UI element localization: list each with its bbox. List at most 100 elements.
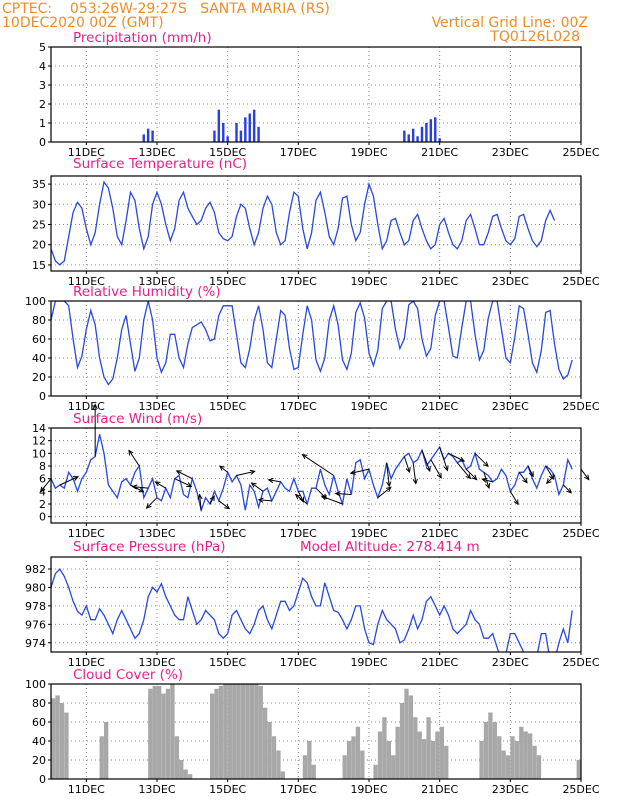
cloud-bar xyxy=(249,684,255,779)
precip-bar xyxy=(407,134,410,142)
y-tick-label: 982 xyxy=(25,563,46,576)
cloud-bar xyxy=(360,750,365,779)
cloud-bar xyxy=(377,731,383,779)
wind-arrow-shaft xyxy=(59,476,79,486)
panel-6: 0 20 40 60 80 100 11DEC 13DEC 15DEC 17DEC 19DEC 21D… xyxy=(25,667,600,796)
cloud-bar xyxy=(501,750,506,779)
wind-arrow-shaft xyxy=(527,465,534,477)
x-tick-label: 13DEC xyxy=(138,275,175,288)
wind-arrow-head xyxy=(250,482,257,488)
x-tick-label: 21DEC xyxy=(421,527,458,540)
wind-arrow xyxy=(580,468,590,481)
wind-arrow-shaft xyxy=(268,479,281,483)
x-tick-label: 15DEC xyxy=(209,146,246,159)
cloud-bar xyxy=(258,685,263,779)
cloud-bar xyxy=(240,684,246,779)
wind-arrow xyxy=(474,452,489,468)
y-tick-label: 8 xyxy=(39,460,46,473)
wind-arrow-shaft xyxy=(350,468,370,474)
wind-arrow-head xyxy=(459,456,466,462)
wind-arrow-head xyxy=(465,473,472,480)
cloud-bar xyxy=(157,685,162,779)
cloud-bar xyxy=(210,693,215,779)
x-tick-label: 15DEC xyxy=(209,527,246,540)
x-tick-label: 23DEC xyxy=(492,146,529,159)
x-tick-label: 25DEC xyxy=(562,275,599,288)
x-tick-label: 19DEC xyxy=(350,783,387,796)
cloud-bar xyxy=(271,736,277,779)
wind-arrow-head xyxy=(566,487,572,494)
y-tick-label: 0 xyxy=(39,511,46,524)
wind-arrow xyxy=(403,456,411,474)
wind-arrow-head xyxy=(175,470,182,476)
precip-bar xyxy=(257,126,260,142)
wind-arrow-head xyxy=(481,477,488,483)
wind-arrow-head xyxy=(436,472,442,479)
y-tick-label: 80 xyxy=(32,314,46,327)
plot-area xyxy=(51,684,581,779)
cloud-bar xyxy=(245,684,250,779)
wind-arrow xyxy=(267,477,281,484)
header-location: CPTEC: 053:26W-29:27S SANTA MARIA (RS) xyxy=(2,1,330,17)
plot-area xyxy=(51,434,573,513)
wind-arrow-shaft xyxy=(439,446,448,471)
wind-arrow-head xyxy=(471,474,478,481)
y-tick-label: 4 xyxy=(39,485,46,498)
y-tick-label: 976 xyxy=(25,618,46,631)
wind-arrow xyxy=(257,497,272,503)
wind-arrow-head xyxy=(584,474,590,481)
wind-arrow-head xyxy=(92,403,98,410)
cloud-bar xyxy=(417,731,422,779)
precip-bar xyxy=(142,134,145,142)
cloud-bar xyxy=(152,685,157,779)
x-tick-label: 23DEC xyxy=(492,275,529,288)
wind-arrow xyxy=(509,491,519,506)
wind-arrow xyxy=(154,481,167,489)
wind-arrow-shaft xyxy=(465,468,477,480)
series-line xyxy=(51,567,573,652)
wind-arrow-shaft xyxy=(219,465,228,473)
x-tick-label: 19DEC xyxy=(350,275,387,288)
wind-arrow-head xyxy=(485,482,491,489)
y-tick-label: 2 xyxy=(39,498,46,511)
x-tick-label: 21DEC xyxy=(421,146,458,159)
x-tick-label: 11DEC xyxy=(68,275,105,288)
cloud-bar xyxy=(514,741,520,779)
panel-subtitle: Model Altitude: 278.414 m xyxy=(300,539,480,555)
wind-arrow-head xyxy=(197,493,203,500)
panel-frame xyxy=(50,46,582,143)
cloud-bar xyxy=(254,684,259,779)
panel-2: 15 20 25 30 35 11DEC 13DEC 15DEC 17DEC 19DEC 21DEC… xyxy=(32,156,600,288)
y-tick-label: 35 xyxy=(32,178,46,191)
x-tick-label: 17DEC xyxy=(280,275,317,288)
plot-area xyxy=(51,301,573,386)
wind-arrow-head xyxy=(299,496,304,503)
panel-3: 0 20 40 60 80 100 11DEC 13DEC 15DEC 17DEC 19DEC 21D… xyxy=(25,284,600,413)
cloud-bar xyxy=(267,722,272,779)
wind-arrow-shaft xyxy=(146,497,158,509)
y-tick-label: 20 xyxy=(32,371,46,384)
precip-bar xyxy=(244,117,247,142)
wind-arrow-head xyxy=(412,478,418,485)
wind-arrow xyxy=(145,497,158,509)
cloud-bar xyxy=(523,731,528,779)
wind-arrow-head xyxy=(545,478,552,485)
precip-bar xyxy=(248,113,251,142)
x-tick-label: 17DEC xyxy=(280,656,317,669)
wind-arrow-head xyxy=(294,493,301,500)
x-tick-label: 17DEC xyxy=(280,146,317,159)
y-tick-label: 100 xyxy=(25,678,46,691)
wind-arrow xyxy=(39,478,52,493)
x-tick-label: 25DEC xyxy=(562,400,599,413)
panel-title: Surface Wind (m/s) xyxy=(73,411,202,427)
wind-arrow xyxy=(527,465,534,478)
precip-bar xyxy=(239,130,243,142)
x-tick-label: 19DEC xyxy=(350,656,387,669)
wind-arrow-shaft xyxy=(482,478,493,483)
cloud-bar xyxy=(483,722,489,779)
y-tick-label: 40 xyxy=(32,352,46,365)
y-tick-label: 980 xyxy=(25,581,46,594)
cloud-bar xyxy=(413,717,418,779)
panel-5: 974 976 978 980 982 11DEC 13DEC 15DEC 17DEC 19DEC… xyxy=(25,539,600,669)
series-line xyxy=(51,434,573,513)
